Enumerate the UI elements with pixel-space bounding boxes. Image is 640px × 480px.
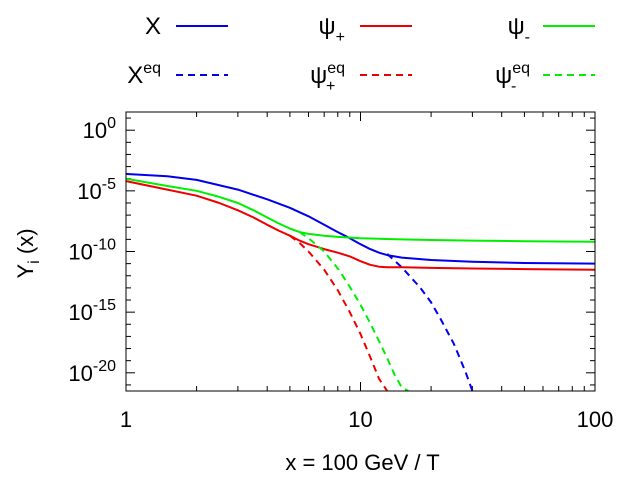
axis-ticks — [125, 112, 595, 391]
x-tick-label: 100 — [577, 407, 614, 432]
tick-labels: 1 10 100 100 10-5 10-10 10-15 10-20 — [68, 115, 613, 432]
x-tick-label: 10 — [348, 407, 372, 432]
legend-label: ψeq + — [310, 60, 345, 95]
legend-label: X — [145, 13, 161, 40]
series-line-X — [126, 172, 595, 265]
legend-label: ψ- — [508, 13, 530, 46]
legend-label: ψeq - — [495, 60, 530, 95]
series-layer — [126, 172, 595, 391]
y-axis-label-main: Y — [13, 264, 38, 279]
y-tick-label: 10-20 — [68, 358, 116, 386]
legend-entry-psi-plus-eq: ψeq + — [310, 60, 412, 95]
legend-entry-X-eq: Xeq — [127, 60, 228, 89]
series-line-psi-plus-eq — [289, 234, 389, 391]
legend-entry-psi-plus: ψ+ — [319, 13, 412, 46]
legend-entry-psi-minus: ψ- — [508, 13, 595, 46]
y-tick-label: 10-15 — [68, 297, 116, 325]
series-line-psi-minus-eq — [299, 231, 409, 391]
plot-frame — [125, 111, 596, 392]
legend-entry-X: X — [145, 13, 228, 40]
legend-label: ψ+ — [319, 13, 345, 46]
series-line-psi-minus — [126, 177, 595, 243]
y-tick-label: 100 — [83, 115, 116, 143]
series-line-X-eq — [386, 253, 474, 391]
y-axis-label-sub: i — [26, 260, 43, 264]
legend-label: Xeq — [127, 60, 161, 89]
y-axis-label-tail: (x) — [13, 228, 38, 260]
y-tick-label: 10-10 — [68, 237, 116, 265]
x-axis-label: x = 100 GeV / T — [285, 450, 439, 475]
legend-entry-psi-minus-eq: ψeq - — [495, 60, 595, 95]
y-tick-label: 10-5 — [77, 176, 116, 204]
x-tick-label: 1 — [120, 407, 132, 432]
y-axis-label: Yi (x) — [13, 228, 43, 278]
series-line-psi-plus — [126, 180, 595, 271]
